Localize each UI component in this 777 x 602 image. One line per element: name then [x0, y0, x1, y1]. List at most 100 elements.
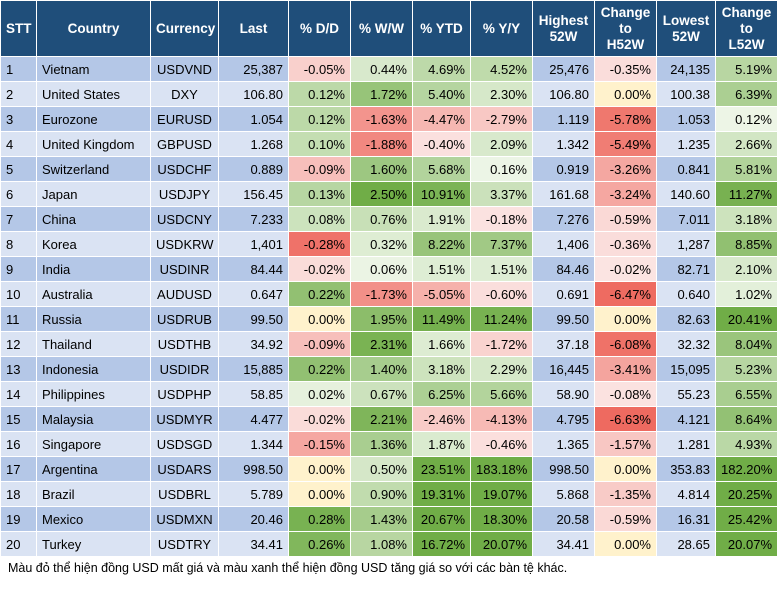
- table-row: 18 Brazil USDBRL 5.789 0.00% 0.90% 19.31% 19.07…: [0, 481, 777, 507]
- cell-highest-52w: 5.868: [532, 481, 595, 507]
- table-row: 13 Indonesia USDIDR 15,885 0.22% 1.40% 3.18% 2.…: [0, 356, 777, 382]
- cell-dd: -0.09%: [288, 156, 351, 182]
- header-yy: % Y/Y: [470, 0, 533, 57]
- cell-lowest-52w: 16.31: [656, 506, 716, 532]
- cell-lowest-52w: 1.053: [656, 106, 716, 132]
- cell-ww: 1.40%: [350, 356, 413, 382]
- cell-ww: 2.21%: [350, 406, 413, 432]
- cell-currency: USDARS: [150, 456, 219, 482]
- cell-stt: 18: [0, 481, 37, 507]
- cell-last: 0.889: [218, 156, 289, 182]
- cell-highest-52w: 0.691: [532, 281, 595, 307]
- cell-lowest-52w: 15,095: [656, 356, 716, 382]
- cell-country: Australia: [36, 281, 151, 307]
- cell-last: 156.45: [218, 181, 289, 207]
- cell-change-l52w: 20.41%: [715, 306, 777, 332]
- cell-stt: 9: [0, 256, 37, 282]
- cell-currency: USDBRL: [150, 481, 219, 507]
- cell-currency: USDPHP: [150, 381, 219, 407]
- cell-country: Brazil: [36, 481, 151, 507]
- cell-currency: USDTHB: [150, 331, 219, 357]
- cell-lowest-52w: 32.32: [656, 331, 716, 357]
- table-row: 11 Russia USDRUB 99.50 0.00% 1.95% 11.49% 11.24…: [0, 306, 777, 332]
- cell-ww: 0.32%: [350, 231, 413, 257]
- cell-lowest-52w: 7.011: [656, 206, 716, 232]
- cell-ytd: 6.25%: [412, 381, 471, 407]
- cell-change-h52w: -3.24%: [594, 181, 657, 207]
- cell-dd: 0.12%: [288, 106, 351, 132]
- cell-dd: -0.02%: [288, 256, 351, 282]
- table-row: 3 Eurozone EURUSD 1.054 0.12% -1.63% -4.47% -2.…: [0, 106, 777, 132]
- cell-stt: 5: [0, 156, 37, 182]
- cell-change-h52w: -5.78%: [594, 106, 657, 132]
- cell-country: Thailand: [36, 331, 151, 357]
- header-row: STT Country Currency Last % D/D % W/W % …: [0, 0, 777, 57]
- cell-ww: 1.60%: [350, 156, 413, 182]
- cell-ytd: 4.69%: [412, 56, 471, 82]
- cell-change-h52w: 0.00%: [594, 456, 657, 482]
- table-row: 20 Turkey USDTRY 34.41 0.26% 1.08% 16.72% 20.07…: [0, 531, 777, 557]
- cell-highest-52w: 106.80: [532, 81, 595, 107]
- cell-last: 1.344: [218, 431, 289, 457]
- cell-currency: EURUSD: [150, 106, 219, 132]
- table-row: 12 Thailand USDTHB 34.92 -0.09% 2.31% 1.66% -1.…: [0, 331, 777, 357]
- cell-currency: USDMYR: [150, 406, 219, 432]
- cell-country: Indonesia: [36, 356, 151, 382]
- cell-lowest-52w: 100.38: [656, 81, 716, 107]
- cell-currency: USDCNY: [150, 206, 219, 232]
- cell-dd: 0.13%: [288, 181, 351, 207]
- table-row: 4 United Kingdom GBPUSD 1.268 0.10% -1.88% -0.…: [0, 131, 777, 157]
- header-currency: Currency: [150, 0, 219, 57]
- cell-last: 25,387: [218, 56, 289, 82]
- cell-yy: -0.60%: [470, 281, 533, 307]
- cell-ww: 1.08%: [350, 531, 413, 557]
- cell-highest-52w: 1.119: [532, 106, 595, 132]
- cell-lowest-52w: 24,135: [656, 56, 716, 82]
- cell-highest-52w: 161.68: [532, 181, 595, 207]
- cell-ww: 0.76%: [350, 206, 413, 232]
- cell-lowest-52w: 1.235: [656, 131, 716, 157]
- cell-change-l52w: 2.10%: [715, 256, 777, 282]
- table-row: 5 Switzerland USDCHF 0.889 -0.09% 1.60% 5.68% 0…: [0, 156, 777, 182]
- cell-yy: 183.18%: [470, 456, 533, 482]
- table-row: 7 China USDCNY 7.233 0.08% 0.76% 1.91% -0.18% 7.…: [0, 206, 777, 232]
- cell-ytd: 3.18%: [412, 356, 471, 382]
- cell-currency: USDINR: [150, 256, 219, 282]
- header-dd: % D/D: [288, 0, 351, 57]
- cell-stt: 6: [0, 181, 37, 207]
- cell-last: 34.41: [218, 531, 289, 557]
- cell-stt: 10: [0, 281, 37, 307]
- cell-country: Korea: [36, 231, 151, 257]
- cell-stt: 4: [0, 131, 37, 157]
- cell-ytd: 16.72%: [412, 531, 471, 557]
- cell-last: 1,401: [218, 231, 289, 257]
- cell-stt: 8: [0, 231, 37, 257]
- header-highest-52w: Highest 52W: [532, 0, 595, 57]
- cell-ytd: 1.66%: [412, 331, 471, 357]
- cell-change-h52w: 0.00%: [594, 531, 657, 557]
- cell-ytd: 1.91%: [412, 206, 471, 232]
- table-row: 8 Korea USDKRW 1,401 -0.28% 0.32% 8.22% 7.37% 1,…: [0, 231, 777, 257]
- cell-change-h52w: -3.41%: [594, 356, 657, 382]
- cell-country: Philippines: [36, 381, 151, 407]
- cell-stt: 15: [0, 406, 37, 432]
- cell-country: Turkey: [36, 531, 151, 557]
- cell-highest-52w: 84.46: [532, 256, 595, 282]
- table-row: 19 Mexico USDMXN 20.46 0.28% 1.43% 20.67% 18.30…: [0, 506, 777, 532]
- cell-change-h52w: -5.49%: [594, 131, 657, 157]
- cell-dd: 0.00%: [288, 456, 351, 482]
- cell-highest-52w: 34.41: [532, 531, 595, 557]
- cell-dd: -0.28%: [288, 231, 351, 257]
- cell-dd: 0.00%: [288, 306, 351, 332]
- cell-yy: -0.46%: [470, 431, 533, 457]
- cell-currency: USDCHF: [150, 156, 219, 182]
- cell-dd: 0.00%: [288, 481, 351, 507]
- cell-change-l52w: 5.23%: [715, 356, 777, 382]
- cell-ytd: 19.31%: [412, 481, 471, 507]
- cell-change-h52w: -0.59%: [594, 506, 657, 532]
- cell-ytd: -5.05%: [412, 281, 471, 307]
- cell-ww: -1.88%: [350, 131, 413, 157]
- cell-change-h52w: -0.35%: [594, 56, 657, 82]
- cell-highest-52w: 1.365: [532, 431, 595, 457]
- cell-lowest-52w: 0.640: [656, 281, 716, 307]
